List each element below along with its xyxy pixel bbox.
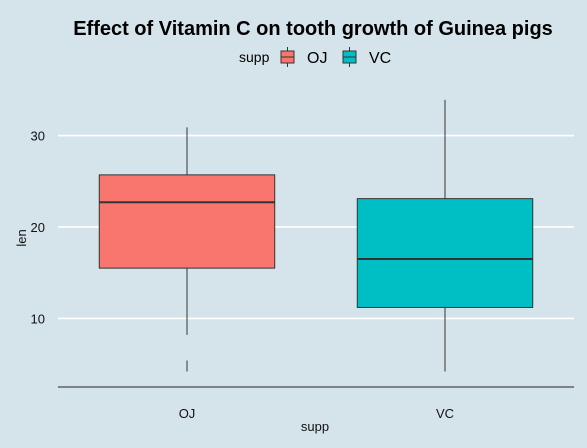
- y-tick-label: 10: [31, 311, 45, 326]
- legend-label: OJ: [307, 50, 327, 67]
- legend: supp OJ VC: [239, 47, 391, 67]
- y-tick-label: 20: [31, 220, 45, 235]
- legend-item-oj: OJ: [280, 47, 327, 67]
- box-vc: [356, 99, 534, 372]
- y-axis-ticks: 10 20 30: [31, 129, 45, 327]
- legend-title: supp: [239, 49, 270, 65]
- chart-title: Effect of Vitamin C on tooth growth of G…: [73, 18, 553, 40]
- x-axis-label: supp: [301, 419, 329, 434]
- legend-item-vc: VC: [342, 47, 391, 67]
- box-iqr: [356, 198, 534, 308]
- y-tick-label: 30: [31, 129, 45, 144]
- boxes: [98, 99, 534, 372]
- box-iqr: [98, 174, 276, 269]
- legend-label: VC: [369, 50, 391, 67]
- box-oj: [98, 127, 276, 372]
- x-tick-label: OJ: [179, 406, 196, 421]
- x-tick-label: VC: [436, 406, 454, 421]
- x-axis-ticks: OJ VC: [179, 406, 454, 421]
- y-axis-label: len: [14, 229, 29, 246]
